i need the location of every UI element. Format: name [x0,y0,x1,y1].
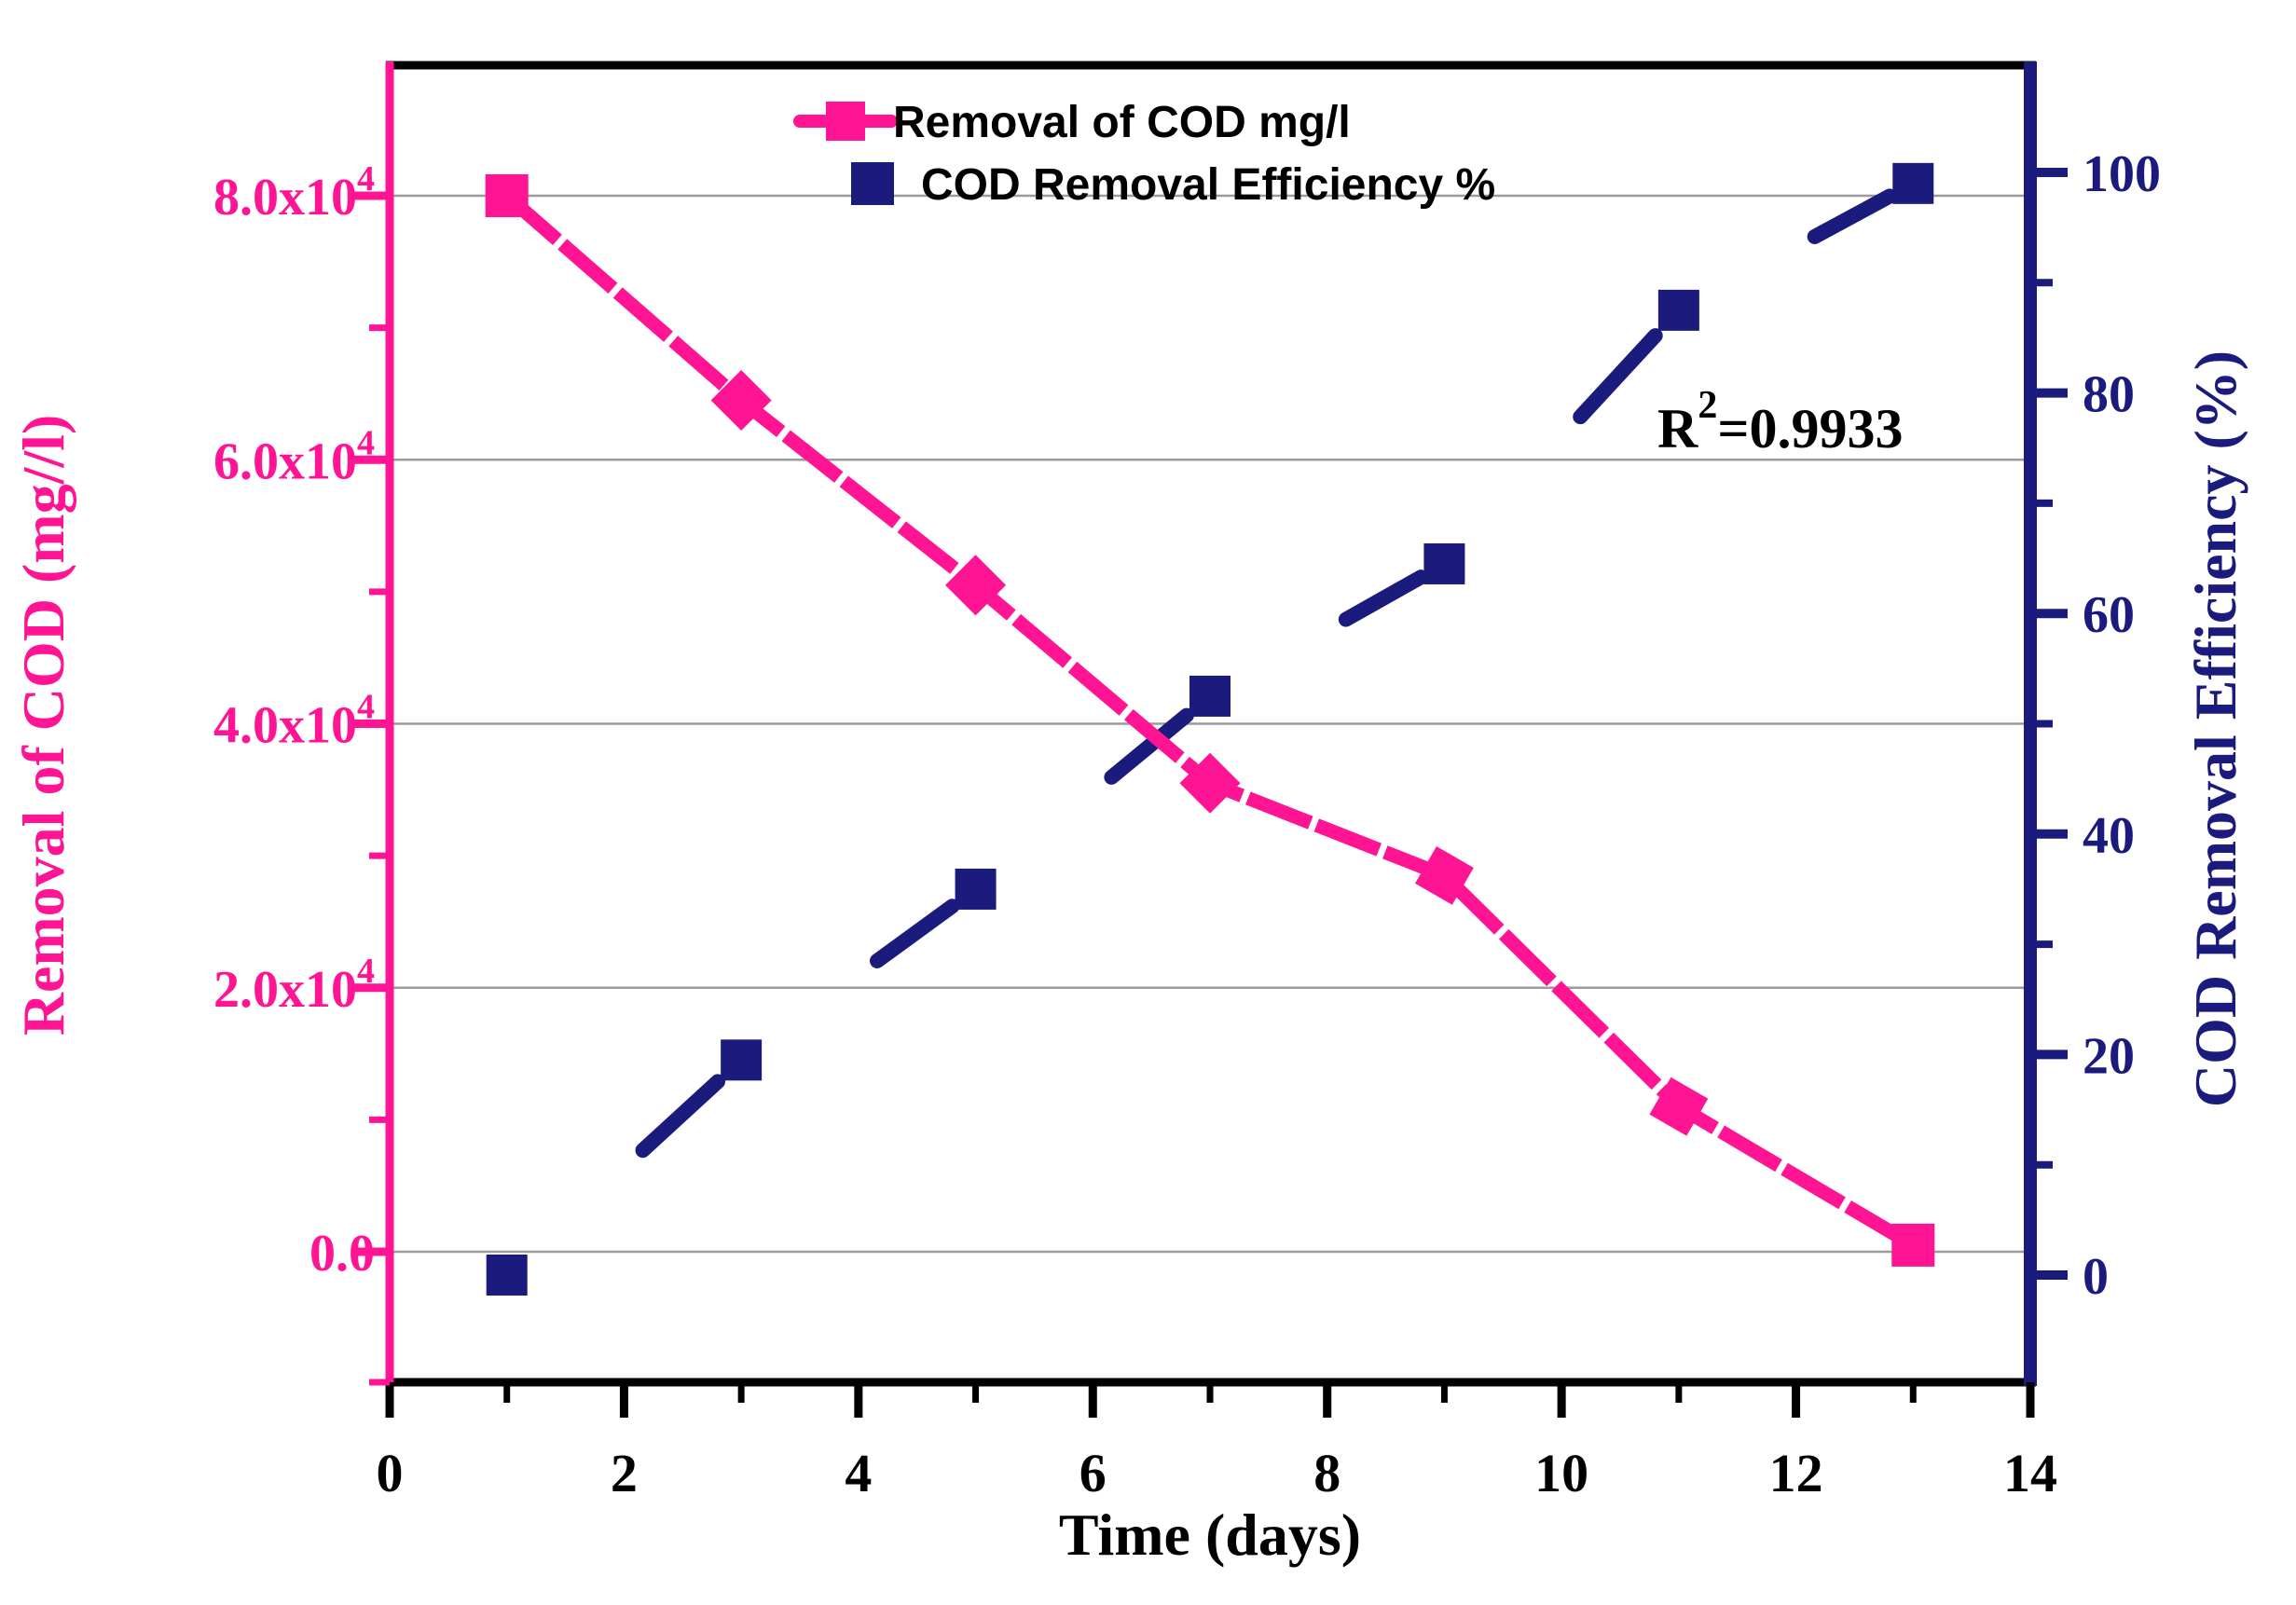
right-tick-label: 0 [2083,1248,2109,1306]
left-axis-title: Removal of COD (mg//l) [10,415,76,1036]
efficiency-marker[interactable] [486,1255,528,1296]
efficiency-dash-segment [635,1074,725,1159]
series-removal-of-cod [485,174,1935,1267]
efficiency-marker[interactable] [721,1039,763,1081]
legend-pink-square-icon [826,102,865,141]
x-tick-label: 0 [377,1443,404,1503]
left-tick-label: 0.0 [309,1225,375,1283]
efficiency-dash-segment [1807,188,1898,244]
right-tick-label: 100 [2083,145,2161,203]
efficiency-dash-segment [1338,569,1429,627]
x-axis-title: Time (days) [1059,1502,1361,1568]
left-tick-label: 8.0x104 [213,159,375,226]
cod-removal-marker[interactable] [710,369,772,432]
cod-removal-marker[interactable] [1891,1223,1935,1267]
right-axis-title: COD Removal Efficiency (%) [2182,350,2248,1107]
efficiency-dash-segment [869,899,960,968]
x-tick-label: 12 [1769,1443,1823,1503]
x-tick-label: 4 [845,1443,872,1503]
x-tick-label: 8 [1313,1443,1340,1503]
efficiency-dash-segment [1104,707,1194,785]
efficiency-marker[interactable] [1892,162,1934,204]
x-tick-label: 6 [1079,1443,1107,1503]
cod-removal-marker[interactable] [945,555,1007,616]
legend-label-removal-of-cod[interactable]: Removal of COD mg/l [893,98,1351,147]
x-tick-label: 14 [2003,1443,2057,1503]
r-squared-annotation: R2=0.9933 [1657,384,1904,460]
right-tick-label: 80 [2083,366,2135,424]
left-tick-label: 2.0x104 [213,952,375,1019]
x-tick-label: 2 [611,1443,638,1503]
series-cod-removal-efficiency [486,162,1934,1296]
efficiency-marker[interactable] [1657,289,1699,331]
left-tick-label: 4.0x104 [213,688,375,755]
right-tick-label: 60 [2083,586,2135,644]
legend-label-cod-removal-efficiency[interactable]: COD Removal Efficiency % [921,160,1495,210]
legend-navy-square-icon [851,162,894,205]
efficiency-marker[interactable] [1423,542,1465,584]
right-tick-label: 40 [2083,807,2135,865]
cod-removal-marker[interactable] [1649,1077,1709,1136]
efficiency-marker[interactable] [1189,675,1230,717]
cod-removal-marker[interactable] [1415,845,1474,905]
cod-removal-marker[interactable] [1179,752,1241,814]
gridlines [390,194,2030,1254]
x-tick-label: 10 [1534,1443,1588,1503]
efficiency-dash-segment [1573,328,1663,425]
legend: Removal of COD mg/l COD Removal Efficienc… [793,98,1495,210]
left-axis: 0.0 2.0x104 4.0x104 6.0x104 8.0x104 Removal o… [10,159,390,1386]
left-tick-label: 6.0x104 [213,423,375,490]
cod-removal-marker[interactable] [485,174,529,217]
right-axis: 0 20 40 60 80 100 COD Removal Efficiency (%) [2030,145,2248,1306]
efficiency-marker[interactable] [955,868,997,910]
right-tick-label: 20 [2083,1027,2135,1085]
x-axis: 0 2 4 6 8 10 12 14 Time (days) [377,1382,2057,1568]
